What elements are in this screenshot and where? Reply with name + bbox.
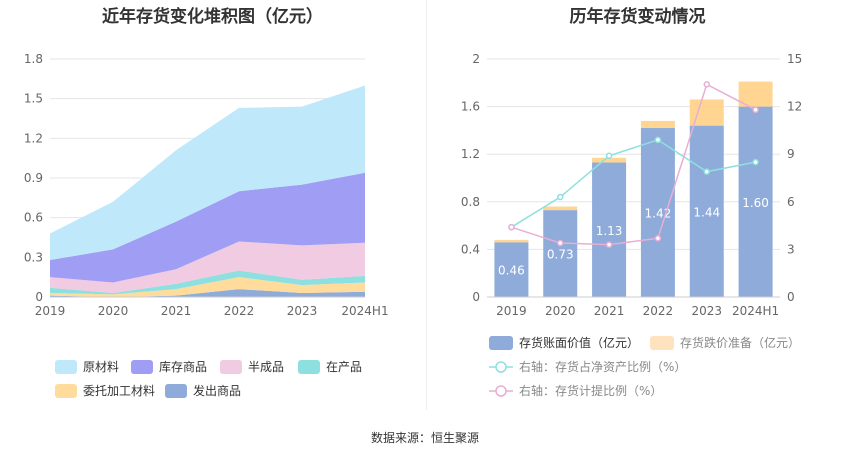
y-tick-label: 1.2 bbox=[461, 147, 480, 161]
bar-value-label: 1.44 bbox=[693, 205, 720, 219]
line-series bbox=[511, 83, 756, 246]
bar-provision bbox=[738, 81, 773, 107]
legend-label: 存货账面价值（亿元） bbox=[519, 335, 639, 350]
left-chart-title: 近年存货变化堆积图（亿元） bbox=[102, 7, 323, 27]
x-tick-label: 2021 bbox=[594, 304, 625, 318]
y2-tick-label: 15 bbox=[787, 52, 802, 66]
line-point bbox=[557, 239, 564, 247]
x-tick-label: 2024H1 bbox=[732, 304, 779, 318]
line-point bbox=[654, 235, 662, 242]
y-tick-label: 0 bbox=[35, 290, 43, 304]
bar-provision bbox=[592, 157, 627, 163]
x-tick-label: 2023 bbox=[691, 304, 722, 318]
y-tick-label: 1.8 bbox=[24, 52, 43, 66]
legend-label: 右轴：存货占净资产比例（%） bbox=[519, 359, 686, 374]
legend-swatch bbox=[165, 384, 187, 398]
x-tick-label: 2023 bbox=[287, 304, 318, 318]
bar-value-label: 1.60 bbox=[742, 196, 769, 210]
y2-tick-label: 9 bbox=[787, 147, 795, 161]
x-tick-label: 2020 bbox=[98, 304, 129, 318]
legend-label: 存货跌价准备（亿元） bbox=[680, 335, 800, 350]
bar-provision bbox=[494, 239, 529, 243]
bar-provision bbox=[543, 206, 578, 211]
line-point bbox=[752, 106, 759, 114]
y-tick-label: 0 bbox=[472, 290, 480, 304]
legend-swatch bbox=[650, 336, 674, 350]
y2-tick-label: 6 bbox=[787, 195, 795, 209]
y2-tick-label: 3 bbox=[787, 242, 795, 256]
bar-book-value bbox=[689, 125, 724, 297]
legend-label: 库存商品 bbox=[159, 359, 207, 374]
area-库存商品 bbox=[50, 172, 365, 283]
line-point bbox=[605, 152, 613, 160]
line-point bbox=[654, 136, 662, 144]
bar-book-value bbox=[592, 162, 627, 297]
legend-swatch bbox=[131, 360, 153, 374]
y-tick-label: 1.6 bbox=[461, 100, 480, 114]
x-tick-label: 2021 bbox=[161, 304, 192, 318]
x-tick-label: 2019 bbox=[496, 304, 527, 318]
legend-swatch bbox=[55, 360, 77, 374]
area-委托加工材料 bbox=[50, 277, 365, 297]
legend-swatch bbox=[298, 360, 320, 374]
x-tick-label: 2019 bbox=[35, 304, 66, 318]
bar-value-label: 1.13 bbox=[596, 224, 623, 238]
line-point bbox=[703, 81, 710, 88]
line-point bbox=[605, 241, 613, 248]
y-tick-label: 0.8 bbox=[461, 195, 480, 209]
bar-book-value bbox=[640, 128, 675, 297]
area-发出商品 bbox=[50, 289, 365, 297]
line-series bbox=[511, 139, 756, 228]
bar-book-value bbox=[494, 242, 529, 297]
legend-label: 半成品 bbox=[248, 360, 284, 374]
y-tick-label: 0.6 bbox=[24, 211, 43, 225]
y2-tick-label: 12 bbox=[787, 100, 802, 114]
legend-marker bbox=[495, 385, 507, 397]
stacked-area-chart: 0 0.3 0.6 0.9 1.2 1.5 1.8 2019 2020 2021 2022 2023 2… bbox=[24, 52, 389, 398]
right-chart-title: 历年存货变动情况 bbox=[569, 7, 706, 27]
x-tick-label: 2020 bbox=[545, 304, 576, 318]
line-point bbox=[752, 158, 759, 166]
legend-label: 右轴：存货计提比例（%） bbox=[519, 383, 662, 398]
y-tick-label: 0.4 bbox=[461, 242, 480, 256]
bar-value-label: 0.73 bbox=[547, 248, 574, 262]
line-point bbox=[508, 223, 515, 231]
bar-provision bbox=[640, 120, 675, 129]
bar-book-value bbox=[738, 106, 773, 297]
legend-swatch bbox=[489, 336, 513, 350]
y-tick-label: 2 bbox=[472, 52, 480, 66]
area-半成品 bbox=[50, 241, 365, 294]
y-tick-label: 1.2 bbox=[24, 131, 43, 145]
y-tick-label: 0.3 bbox=[24, 250, 43, 264]
legend-swatch bbox=[55, 384, 77, 398]
data-source-note: 数据来源：恒生聚源 bbox=[370, 431, 479, 445]
legend-label: 在产品 bbox=[326, 360, 362, 374]
y2-tick-label: 0 bbox=[787, 290, 795, 304]
x-tick-label: 2024H1 bbox=[341, 304, 388, 318]
legend-label: 发出商品 bbox=[193, 383, 241, 398]
bar-value-label: 0.46 bbox=[498, 264, 525, 278]
legend-swatch bbox=[220, 360, 242, 374]
x-tick-label: 2022 bbox=[643, 304, 674, 318]
legend-label: 原材料 bbox=[83, 360, 119, 374]
bar-book-value bbox=[543, 210, 578, 297]
legend-marker bbox=[495, 361, 507, 373]
area-原材料 bbox=[50, 85, 365, 260]
x-tick-label: 2022 bbox=[224, 304, 255, 318]
y-tick-label: 0.9 bbox=[24, 171, 43, 185]
area-在产品 bbox=[50, 270, 365, 295]
panel-divider bbox=[426, 0, 427, 410]
line-point bbox=[557, 193, 564, 201]
line-point bbox=[703, 168, 710, 175]
y-tick-label: 1.5 bbox=[24, 92, 43, 106]
legend-label: 委托加工材料 bbox=[83, 384, 155, 398]
